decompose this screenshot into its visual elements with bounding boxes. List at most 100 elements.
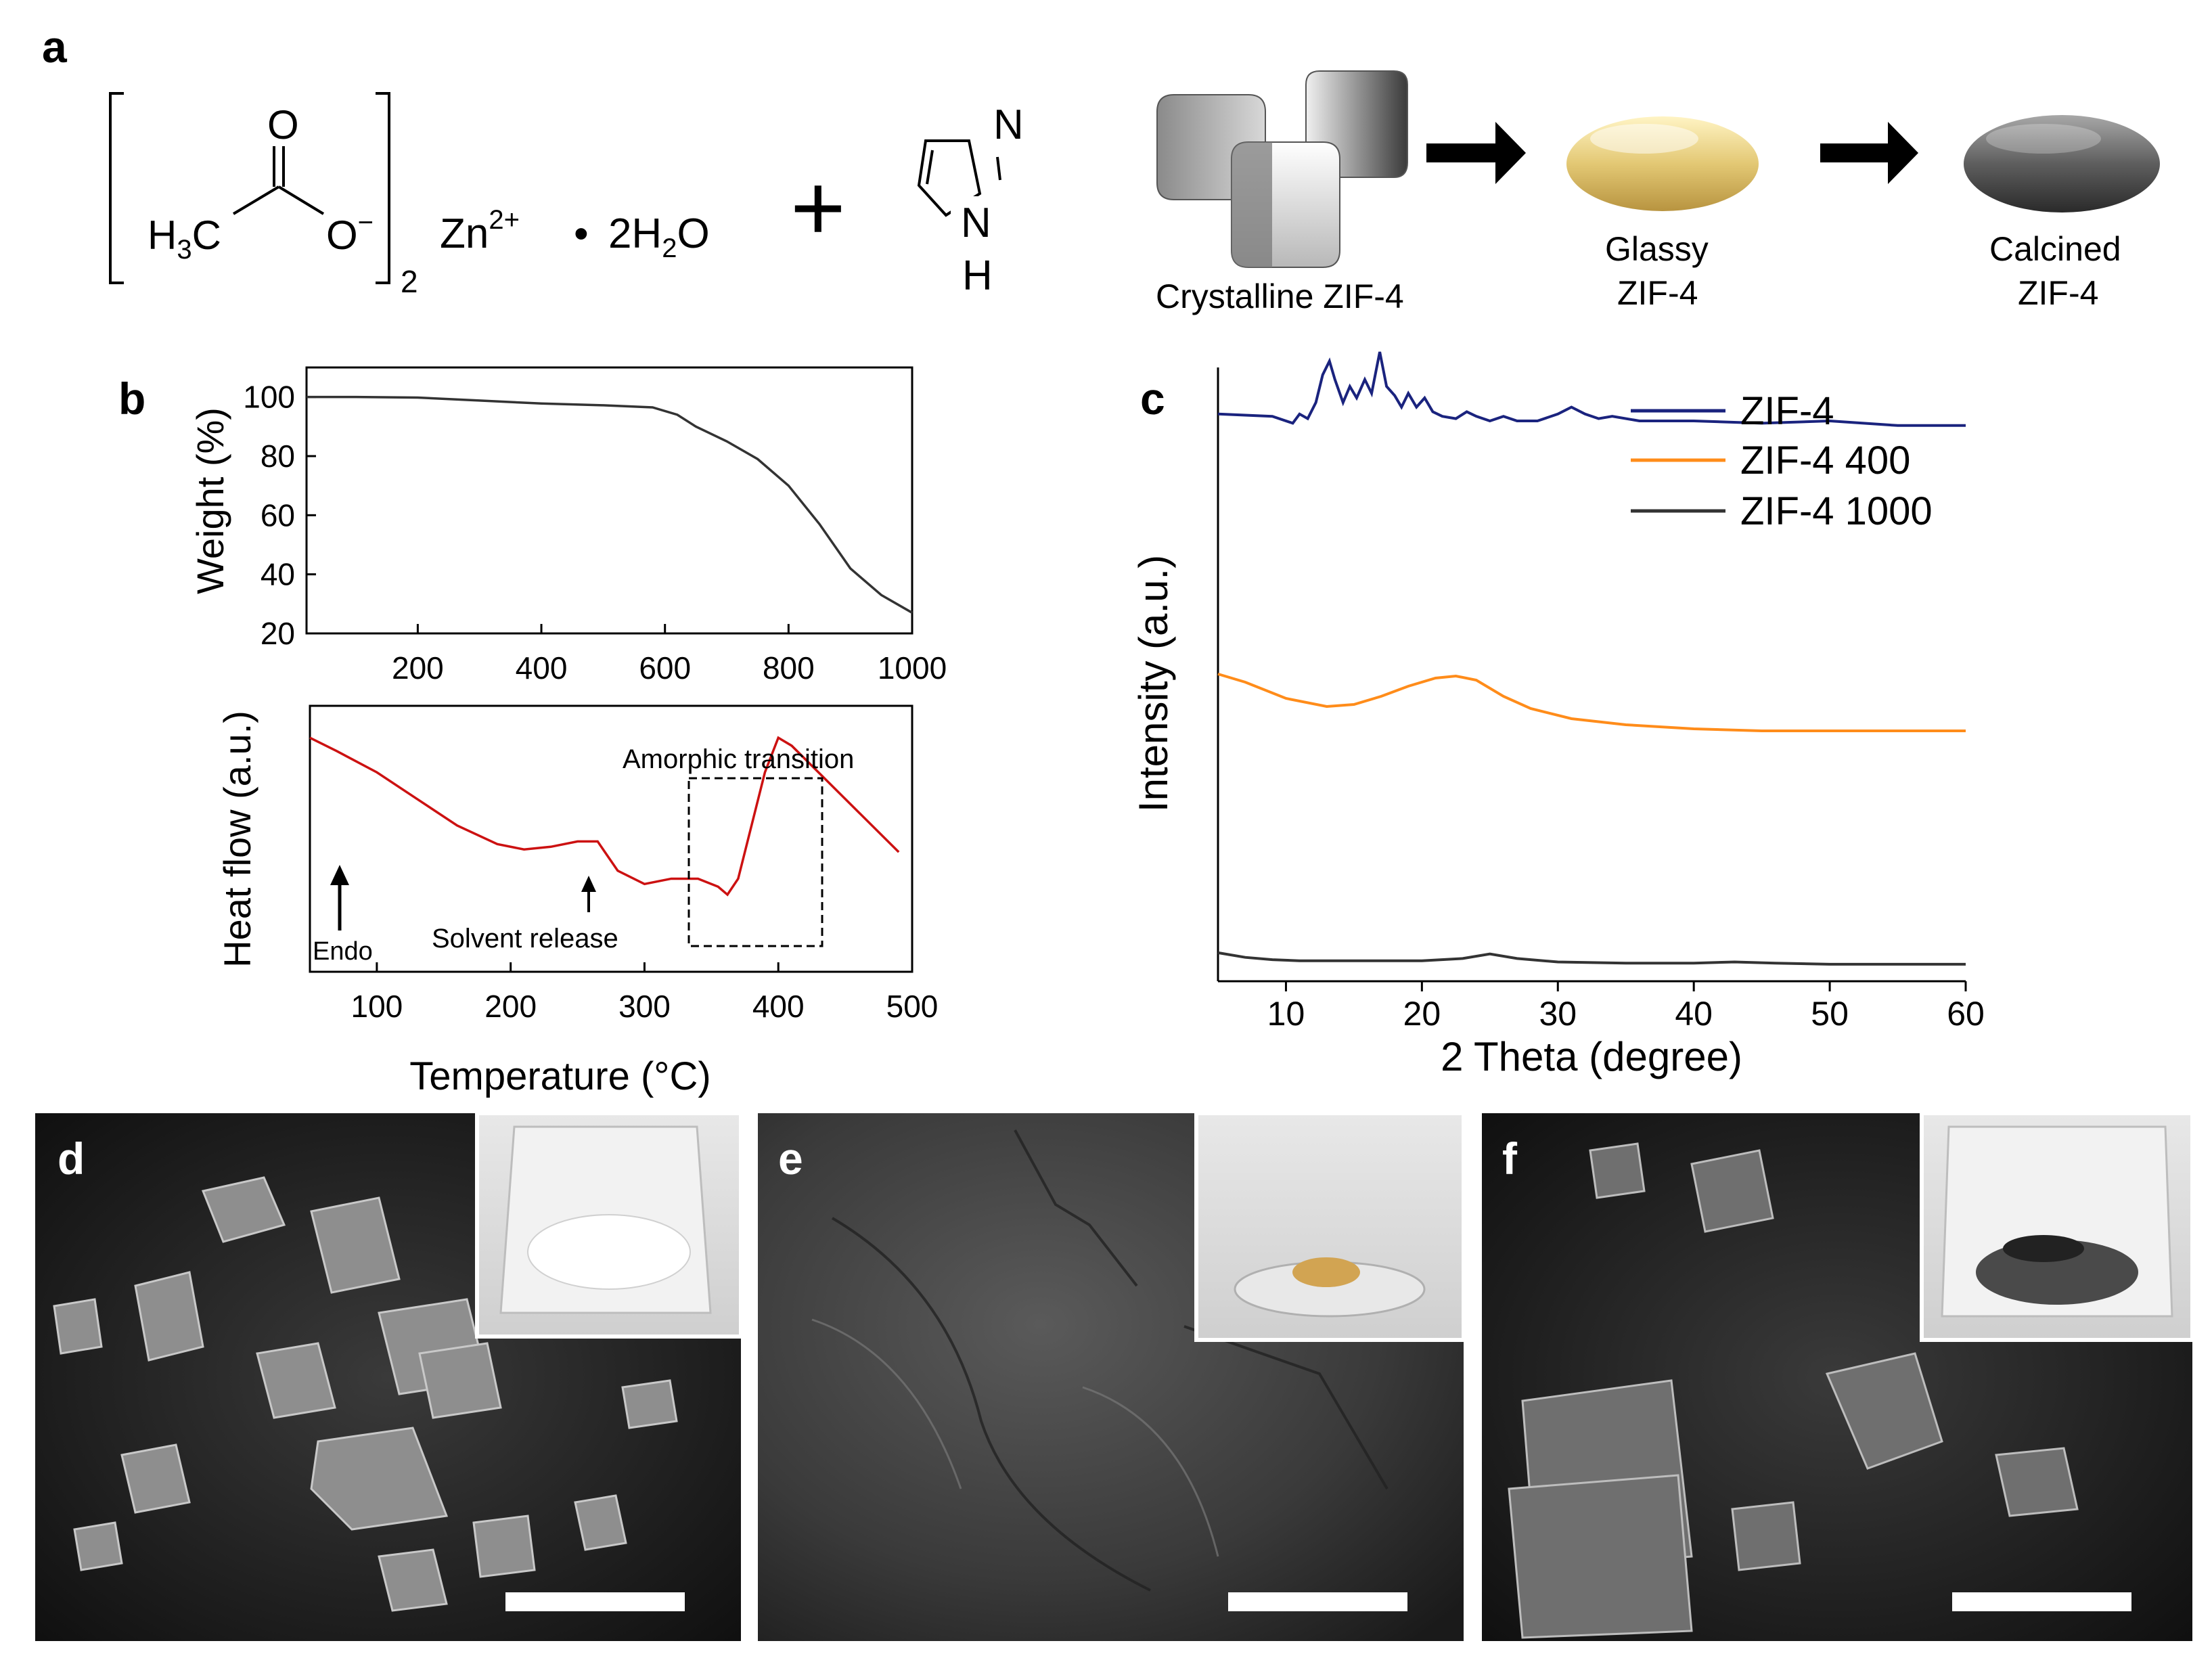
svg-text:H3C: H3C (148, 212, 221, 265)
tga-frame (305, 366, 913, 635)
crystalline-cubes-icon (1156, 70, 1408, 268)
xrd-x-tick-label: 40 (1675, 995, 1713, 1033)
panel-label-e: e (778, 1134, 803, 1184)
legend-label-zif4-1000: ZIF-4 1000 (1740, 489, 1933, 533)
left-bracket (109, 92, 124, 284)
tga-x-tick-label: 800 (763, 650, 815, 686)
xrd-x-tick-label: 30 (1539, 995, 1577, 1033)
tga-x-tick-label: 600 (639, 650, 691, 686)
stoichiometry-subscript: 2 (401, 264, 418, 299)
arrow-1-icon (1426, 122, 1526, 184)
xrd-legend: ZIF-4 ZIF-4 400 ZIF-4 1000 (1631, 389, 1933, 533)
tga-series-line (307, 395, 913, 614)
panel-label-c: c (1140, 374, 1165, 424)
scale-bar-f (1952, 1592, 2131, 1611)
label-crystalline-zif4: Crystalline ZIF-4 (1156, 277, 1404, 315)
zinc-acetate-structure: O H3C O− 2 Zn2+ • 2H2O (109, 92, 710, 299)
sem-image-f (1482, 1111, 2194, 1641)
xrd-series-line (1217, 951, 1966, 966)
xrd-y-axis-label: Intensity (a.u.) (1131, 555, 1176, 812)
panel-label-b: b (118, 374, 145, 424)
panel-label-f: f (1502, 1134, 1518, 1184)
arrow-2-icon (1820, 122, 1918, 184)
vial-photo-e (1194, 1111, 1466, 1342)
minus-charge: − (358, 208, 374, 238)
imidazole-double-bond-2 (996, 156, 1001, 181)
dsc-x-tick-label: 300 (618, 989, 671, 1024)
tga-x-tick-label: 400 (516, 650, 568, 686)
carbonyl-oxygen: O (267, 102, 299, 148)
amorphous-transition-annotation: Amorphic transition (623, 744, 854, 774)
legend-label-zif4: ZIF-4 (1740, 389, 1834, 433)
sem-image-e (758, 1111, 1466, 1641)
n-label-bg (974, 102, 1022, 156)
panel-label-d: d (58, 1134, 85, 1184)
scale-bar-e (1228, 1592, 1407, 1611)
hydrate-sub: 2 (662, 233, 677, 263)
endo-annotation: Endo (313, 937, 373, 966)
methyl-c: C (192, 212, 221, 258)
amorphous-transition-box (687, 777, 823, 947)
tga-chart: 200 400 600 800 1000 20 40 60 80 100 Weight (%) (189, 366, 947, 686)
dsc-x-tick-label: 200 (484, 989, 537, 1024)
hydrate-2h: 2H (608, 210, 662, 257)
dsc-x-tick-label: 400 (752, 989, 805, 1024)
panel-label-a: a (42, 22, 68, 72)
endo-arrowhead (330, 865, 349, 885)
imidazole-structure: N N H (917, 102, 1024, 299)
plus-sign: + (790, 154, 846, 261)
legend-label-zif4-400: ZIF-4 400 (1740, 439, 1910, 483)
dsc-frame (309, 704, 913, 973)
temperature-x-axis-label: Temperature (°C) (409, 1054, 710, 1098)
xrd-series-line (1217, 351, 1966, 427)
hydrate-o: O (677, 210, 709, 257)
label-calcined-zif4: ZIF-4 (2018, 274, 2098, 312)
svg-text:O−: O− (326, 208, 374, 258)
label-calcined: Calcined (1989, 230, 2121, 268)
imidazole-h: H (962, 252, 993, 299)
dsc-x-tick-label: 500 (886, 989, 939, 1024)
xrd-x-tick-label: 20 (1403, 995, 1441, 1033)
imidazole-ring (917, 139, 982, 217)
glassy-zif4-icon (1566, 116, 1759, 211)
solvent-release-annotation: Solvent release (432, 924, 618, 954)
methyl-h: H (148, 212, 177, 258)
dsc-x-tick-label: 100 (351, 989, 403, 1024)
xrd-chart: 10 20 30 40 50 60 ZIF-4 ZIF-4 400 ZIF-4 1000 … (1131, 351, 1985, 1079)
tga-y-tick-label: 20 (261, 616, 295, 651)
calcined-zif4-icon (1964, 115, 2160, 212)
sem-image-d (35, 1111, 743, 1641)
carboxylate-oxygen: O (326, 212, 358, 258)
methyl-sub: 3 (177, 235, 191, 265)
dsc-series-line (309, 736, 900, 897)
dsc-y-axis-label: Heat flow (a.u.) (216, 711, 258, 968)
svg-text:Zn2+: Zn2+ (440, 205, 520, 257)
right-bracket (376, 92, 390, 284)
tga-y-axis-label: Weight (%) (189, 407, 231, 594)
imidazole-n: N (993, 102, 1024, 148)
nh-label-bg (951, 196, 998, 250)
hydrate-dot: • (574, 210, 589, 257)
tga-x-tick-label: 1000 (878, 650, 947, 686)
dsc-chart: 100 200 300 400 500 Endo Solvent release Amo… (216, 704, 939, 1098)
tga-y-tick-label: 80 (261, 439, 295, 474)
label-glassy-zif4: ZIF-4 (1617, 274, 1698, 312)
tga-y-tick-label: 60 (261, 497, 295, 533)
xrd-x-tick-label: 60 (1947, 995, 1985, 1033)
solvent-arrowhead (581, 876, 596, 892)
svg-text:• 2H2O: • 2H2O (574, 210, 710, 263)
imidazole-nh-n: N (961, 200, 991, 246)
tga-x-tick-label: 200 (392, 650, 444, 686)
xrd-series-line (1217, 673, 1966, 732)
imidazole-double-bond-1 (926, 150, 934, 185)
label-glassy: Glassy (1605, 230, 1709, 268)
xrd-x-tick-label: 10 (1267, 995, 1305, 1033)
xrd-x-tick-label: 50 (1811, 995, 1849, 1033)
bond-c-o-minus (277, 185, 325, 215)
tga-y-tick-label: 100 (243, 380, 295, 415)
vial-photo-f (1920, 1111, 2194, 1342)
tga-y-tick-label: 40 (261, 557, 295, 592)
scale-bar-d (505, 1592, 685, 1611)
vial-photo-d (475, 1111, 743, 1339)
